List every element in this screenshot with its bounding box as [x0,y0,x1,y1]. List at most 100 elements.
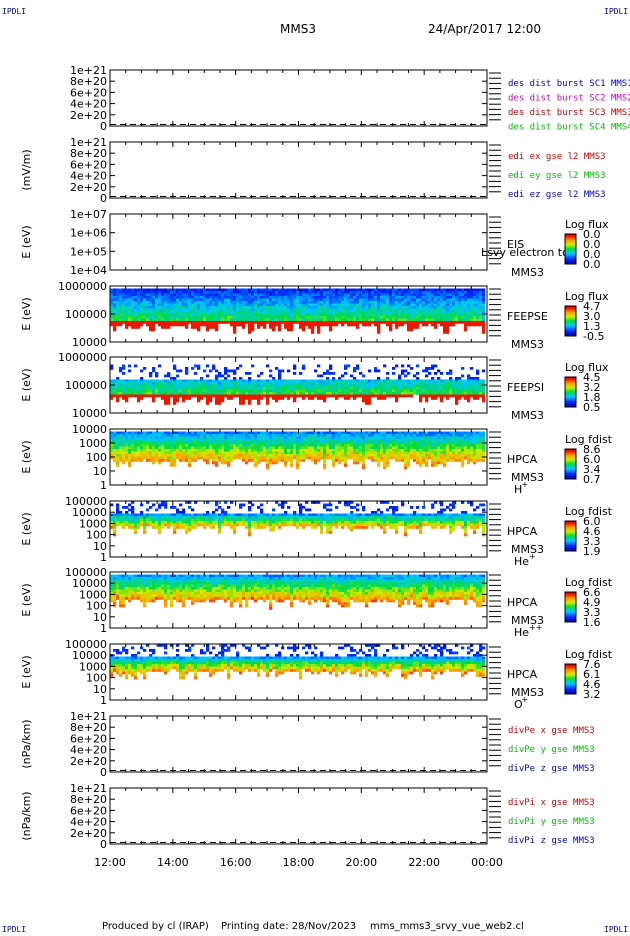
spectrogram-cell [395,392,398,395]
spectrogram-cell [221,439,224,442]
spectrogram-cell [464,382,467,385]
spectrogram-cell [188,385,191,388]
spectrogram-cell [149,439,152,442]
spectrogram-cell [122,447,125,450]
spectrogram-cell [392,457,395,460]
spectrogram-cell [266,467,269,470]
spectrogram-cell [242,301,245,304]
spectrogram-cell [242,437,245,440]
spectrogram-cell [425,390,428,393]
spectrogram-cell [443,291,446,294]
spectrogram-cell [425,314,428,317]
spectrogram-cell [461,304,464,307]
spectrogram-cell [449,314,452,317]
spectrogram-cell [398,454,401,457]
spectrogram-cell [242,296,245,299]
spectrogram-cell [443,437,446,440]
spectrogram-cell [119,442,122,445]
spectrogram-cell [194,454,197,457]
spectrogram-cell [134,324,137,327]
spectrogram-cell [383,309,386,312]
spectrogram-cell [185,395,188,398]
spectrogram-cell [383,454,386,457]
spectrogram-cell [176,296,179,299]
spectrogram-cell [446,437,449,440]
spectrogram-cell [182,291,185,294]
spectrogram-cell [239,390,242,393]
spectrogram-cell [278,397,281,400]
spectrogram-cell [122,459,125,462]
spectrogram-cell [155,314,158,317]
spectrogram-cell [164,304,167,307]
spectrogram-cell [176,442,179,445]
spectrogram-cell [152,454,155,457]
spectrogram-cell [113,390,116,393]
spectrogram-cell [161,326,164,329]
spectrogram-cell [296,299,299,302]
spectrogram-cell [287,387,290,390]
spectrogram-cell [200,442,203,445]
spectrogram-cell [167,390,170,393]
spectrogram-cell [440,316,443,319]
spectrogram-cell [476,370,479,373]
spectrogram-cell [347,311,350,314]
spectrogram-cell [359,304,362,307]
spectrogram-cell [440,380,443,383]
spectrogram-cell [230,387,233,390]
spectrogram-cell [143,444,146,447]
spectrogram-cell [299,319,302,322]
spectrogram-cell [137,291,140,294]
spectrogram-cell [155,457,158,460]
spectrogram-cell [323,464,326,467]
spectrogram-cell [155,299,158,302]
spectrogram-cell [326,387,329,390]
spectrogram-cell [323,321,326,324]
spectrogram-cell [323,397,326,400]
spectrogram-cell [239,452,242,455]
spectrogram-cell [134,390,137,393]
spectrogram-cell [410,367,413,370]
spectrogram-cell [446,294,449,297]
spectrogram-cell [287,434,290,437]
legend-entry: edi ex gse l2 MMS3 [508,152,606,162]
spectrogram-cell [332,372,335,375]
spectrogram-cell [452,296,455,299]
spectrogram-cell [365,321,368,324]
spectrogram-cell [188,294,191,297]
spectrogram-cell [341,316,344,319]
spectrogram-cell [446,316,449,319]
spectrogram-cell [125,324,128,327]
spectrogram-cell [290,439,293,442]
spectrogram-cell [311,454,314,457]
spectrogram-cell [149,326,152,329]
spectrogram-cell [170,301,173,304]
spectrogram-cell [140,434,143,437]
spectrogram-cell [470,311,473,314]
spectrogram-cell [197,367,200,370]
spectrogram-cell [152,370,155,373]
spectrogram-cell [371,390,374,393]
spectrogram-cell [449,289,452,292]
spectrogram-cell [215,306,218,309]
spectrogram-cell [251,387,254,390]
spectrogram-cell [224,299,227,302]
spectrogram-cell [149,329,152,332]
spectrogram-cell [125,316,128,319]
spectrogram-cell [284,432,287,435]
spectrogram-cell [296,390,299,393]
spectrogram-cell [287,432,290,435]
spectrogram-cell [347,294,350,297]
spectrogram-cell [386,457,389,460]
spectrogram-cell [113,296,116,299]
spectrogram-cell [209,449,212,452]
spectrogram-cell [323,304,326,307]
spectrogram-cell [230,434,233,437]
spectrogram-cell [368,400,371,403]
spectrogram-cell [176,319,179,322]
spectrogram-cell [482,326,485,329]
spectrogram-cell [197,304,200,307]
spectrogram-cell [320,390,323,393]
spectrogram-cell [293,289,296,292]
spectrogram-cell [185,311,188,314]
spectrogram-cell [137,397,140,400]
